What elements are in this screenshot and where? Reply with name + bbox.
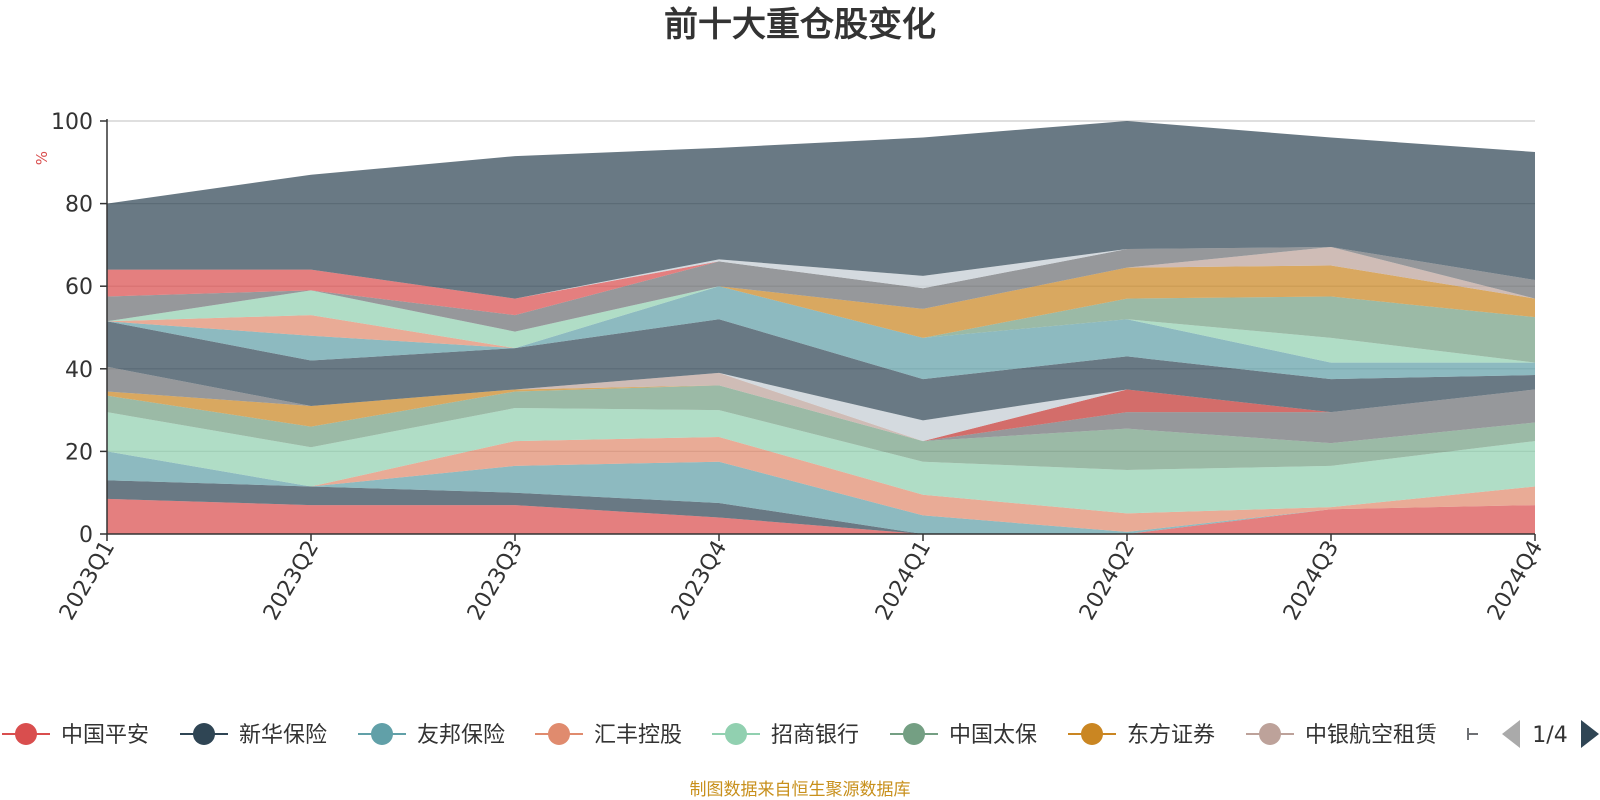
area-东方证券: [107, 385, 1535, 444]
area-series-group: [107, 121, 1535, 534]
legend-item-招商银行[interactable]: 招商银行: [712, 723, 859, 748]
source-note: 制图数据来自恒生聚源数据库: [690, 780, 911, 800]
x-tick-label: 2023Q1: [55, 537, 120, 625]
legend-label: 中国太保: [949, 723, 1037, 748]
area-中国人保: [107, 246, 1535, 316]
chart-title: 前十大重仓股变化: [664, 5, 936, 45]
x-tick-label: 2023Q2: [259, 537, 324, 625]
x-tick-label: 2023Q4: [667, 537, 732, 625]
legend-item-中国平安[interactable]: 中国平安: [2, 723, 149, 748]
area-建设银行: [107, 286, 1535, 380]
area-阿里巴巴-W: [107, 366, 1535, 442]
x-tick-label: 2023Q3: [463, 537, 528, 625]
legend-item-新华保险[interactable]: 新华保险: [180, 723, 327, 748]
area-招商银行: [107, 408, 1535, 514]
legend-marker: [1081, 723, 1103, 745]
legend-label: 东方证券: [1127, 723, 1215, 748]
legend-item-东方证券[interactable]: 东方证券: [1068, 723, 1215, 748]
area-中信证券: [107, 246, 1535, 332]
area-汇丰控股: [107, 436, 1535, 532]
area-中国太保: [107, 385, 1535, 470]
area-腾讯控股: [107, 286, 1535, 363]
legend-marker: [903, 723, 925, 745]
x-tick-label: 2024Q1: [871, 537, 936, 625]
area-中国银行: [107, 286, 1535, 363]
legend-item-中国太保[interactable]: 中国太保: [890, 723, 1037, 748]
legend[interactable]: 中国平安 新华保险 友邦保险 汇丰控股 招商银行 中国太保 东方证券 中银航空租赁 1/4: [2, 720, 1599, 748]
legend-marker: [725, 723, 747, 745]
legend-marker: [371, 723, 393, 745]
legend-item-中银航空租赁[interactable]: 中银航空租赁: [1246, 723, 1437, 748]
legend-marker: [15, 723, 37, 745]
x-tick-label: 2024Q2: [1075, 537, 1140, 625]
legend-marker: [548, 723, 570, 745]
area-友邦保险: [107, 451, 1535, 534]
legend-item-友邦保险[interactable]: 友邦保险: [358, 723, 505, 748]
legend-label: 招商银行: [771, 723, 859, 748]
legend-page-indicator: 1/4: [1532, 723, 1567, 748]
legend-next-arrow-icon[interactable]: [1581, 720, 1599, 748]
x-tick-label: 2024Q4: [1483, 537, 1548, 625]
legend-label: 中银航空租赁: [1305, 723, 1437, 748]
legend-item-汇丰控股[interactable]: 汇丰控股: [535, 723, 682, 748]
area-农业银行: [107, 286, 1535, 363]
area-中国人寿: [107, 319, 1535, 421]
area-工商银行: [107, 366, 1535, 442]
y-tick-label: 100: [51, 110, 93, 135]
area-中国平安: [107, 498, 1535, 534]
y-tick-label: 60: [65, 275, 93, 300]
legend-label: 新华保险: [239, 723, 327, 748]
y-tick-label: 40: [65, 358, 93, 383]
area-平安银行: [107, 121, 1535, 299]
y-tick-label: 0: [79, 523, 93, 548]
area-新华保险: [107, 480, 1535, 534]
legend-label: 中国平安: [61, 723, 149, 748]
area-东方财富: [107, 265, 1535, 338]
y-tick-label: 80: [65, 193, 93, 218]
legend-marker: [193, 723, 215, 745]
legend-marker: [1259, 723, 1281, 745]
area-交通银行: [107, 246, 1535, 299]
y-tick-label: 20: [65, 440, 93, 465]
legend-label: 汇丰控股: [594, 723, 682, 748]
area-中银航空租赁: [107, 372, 1535, 444]
legend-label: 友邦保险: [417, 723, 505, 748]
legend-prev-arrow-icon[interactable]: [1502, 720, 1520, 748]
y-axis-label: %: [33, 151, 51, 165]
x-tick-label: 2024Q3: [1279, 537, 1344, 625]
area-招商证券: [107, 366, 1535, 444]
